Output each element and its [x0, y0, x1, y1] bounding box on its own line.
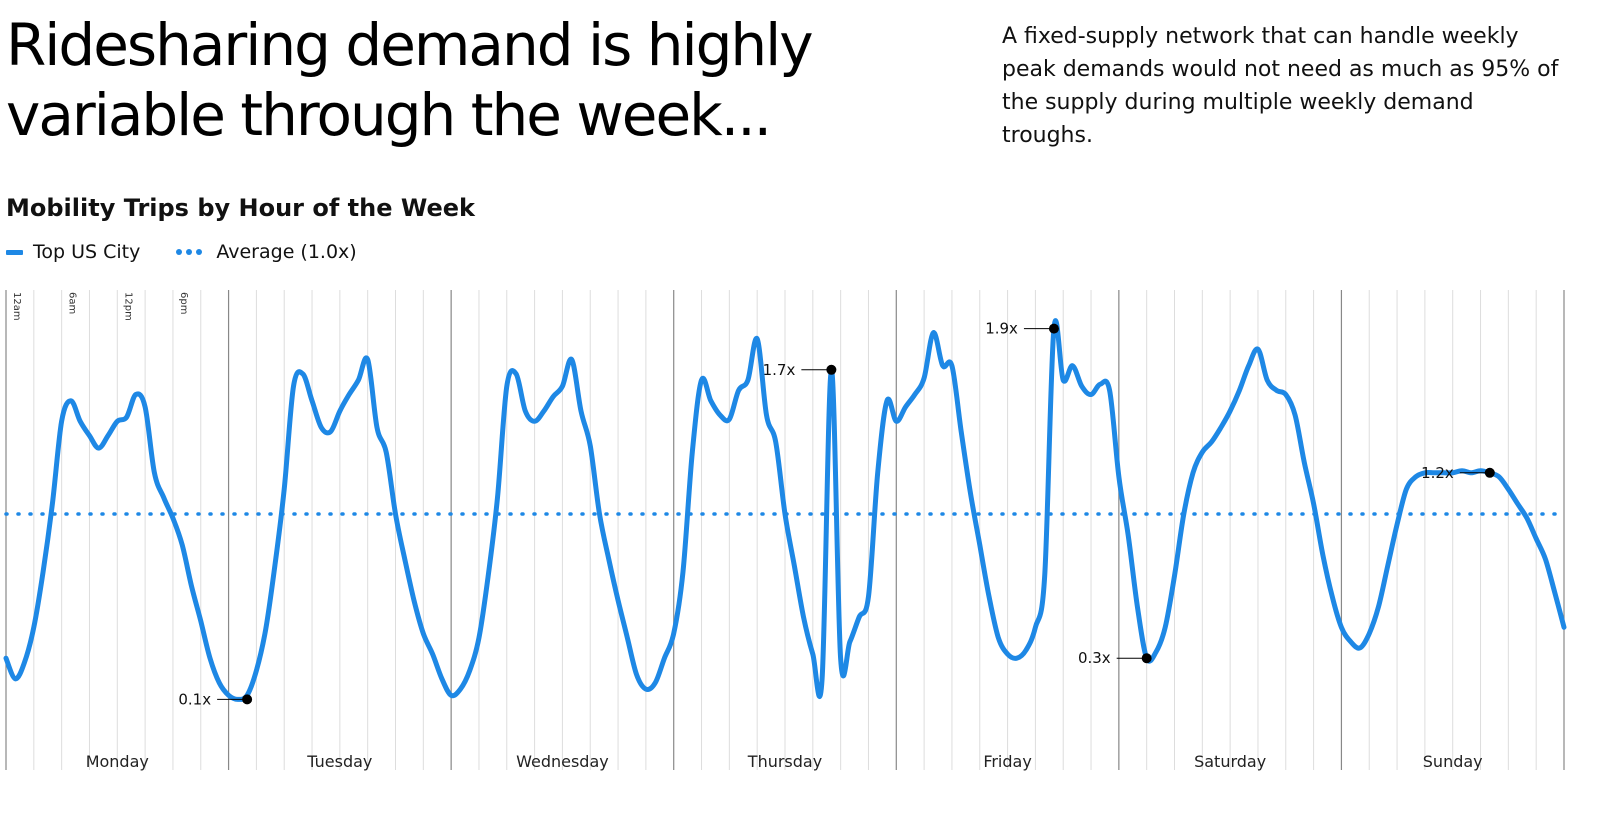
annotation-dot	[242, 694, 253, 705]
annotation-dot	[1141, 653, 1152, 664]
hour-tick-label: 12am	[11, 292, 22, 321]
legend-item-top-us-city: Top US City	[6, 241, 140, 263]
annotation-dot	[1048, 323, 1059, 334]
annotation-dot	[1484, 467, 1495, 478]
chart-legend: Top US City Average (1.0x)	[6, 240, 393, 264]
intro-paragraph: A fixed-supply network that can handle w…	[1002, 24, 1559, 148]
annotation-label: 0.3x	[1078, 649, 1111, 667]
annotation-label: 1.9x	[985, 320, 1018, 338]
day-label: Sunday	[1423, 752, 1483, 771]
day-label: Thursday	[747, 752, 822, 771]
legend-label-average: Average (1.0x)	[216, 241, 357, 263]
hour-tick-label: 6am	[67, 292, 78, 314]
hour-tick-label: 6pm	[178, 292, 189, 314]
chart-title: Mobility Trips by Hour of the Week	[6, 194, 475, 222]
annotation-label: 1.7x	[763, 361, 796, 379]
annotation-dot	[826, 364, 837, 375]
annotations-layer: 0.1x 1.7x 1.9x 0.3x 1.2x	[178, 320, 1495, 708]
series-layer	[3, 318, 1567, 702]
day-label: Tuesday	[306, 752, 372, 771]
day-label: Wednesday	[516, 752, 609, 771]
trips-line-chart: 0.1x 1.7x 1.9x 0.3x 1.2x Monday Tuesday Wednes…	[3, 290, 1567, 771]
annotation-label: 0.1x	[178, 690, 211, 708]
series-line-top-us-city	[3, 318, 1567, 702]
legend-dotted-line-swatch	[176, 249, 206, 255]
legend-item-average: Average (1.0x)	[176, 241, 357, 263]
annotation-label: 1.2x	[1421, 464, 1454, 482]
legend-label-top-us-city: Top US City	[33, 241, 141, 263]
hour-tick-label: 12pm	[122, 292, 133, 321]
day-label: Saturday	[1194, 752, 1266, 771]
page-headline: Ridesharing demand is highly variable th…	[6, 11, 814, 149]
day-label: Friday	[983, 752, 1032, 771]
day-label: Monday	[86, 752, 149, 771]
legend-solid-line-swatch	[6, 249, 23, 255]
axis-labels: Monday Tuesday Wednesday Thursday Friday Satu…	[11, 292, 1483, 771]
